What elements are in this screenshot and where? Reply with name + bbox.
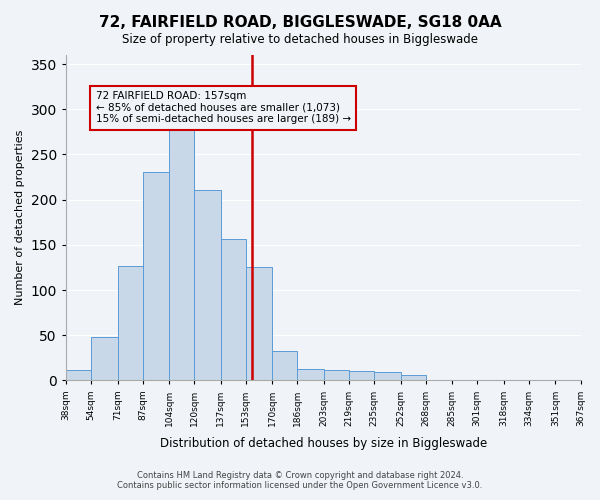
Bar (324, 370, 349, 380)
Bar (298, 368, 324, 380)
Bar (272, 350, 298, 380)
Bar (194, 190, 221, 380)
Bar (246, 268, 272, 380)
Y-axis label: Number of detached properties: Number of detached properties (15, 130, 25, 306)
Text: 72 FAIRFIELD ROAD: 157sqm
← 85% of detached houses are smaller (1,073)
15% of se: 72 FAIRFIELD ROAD: 157sqm ← 85% of detac… (95, 91, 351, 124)
Bar (118, 266, 143, 380)
Text: 72, FAIRFIELD ROAD, BIGGLESWADE, SG18 0AA: 72, FAIRFIELD ROAD, BIGGLESWADE, SG18 0A… (98, 15, 502, 30)
Bar (349, 372, 374, 380)
Bar (66, 370, 91, 380)
Bar (401, 375, 425, 380)
Bar (91, 337, 118, 380)
Bar (143, 172, 169, 380)
Bar (169, 124, 194, 380)
Bar (374, 372, 401, 380)
X-axis label: Distribution of detached houses by size in Biggleswade: Distribution of detached houses by size … (160, 437, 487, 450)
Text: Contains HM Land Registry data © Crown copyright and database right 2024.
Contai: Contains HM Land Registry data © Crown c… (118, 470, 482, 490)
Text: Size of property relative to detached houses in Biggleswade: Size of property relative to detached ho… (122, 32, 478, 46)
Bar (221, 238, 246, 380)
